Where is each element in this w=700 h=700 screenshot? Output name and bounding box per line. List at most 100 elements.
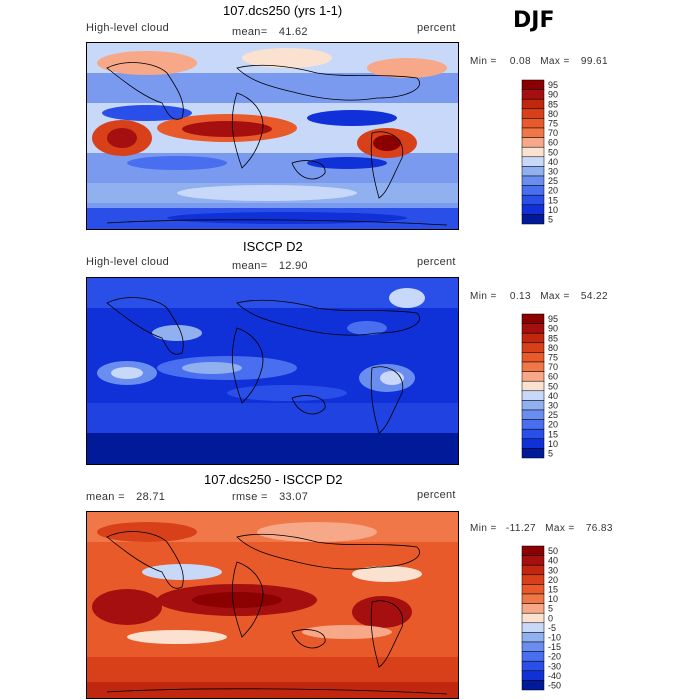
panel2-max-label: Max = [540, 291, 570, 302]
colorbar-swatch [521, 651, 545, 662]
colorbar-swatch [521, 419, 545, 430]
colorbar-swatch [521, 175, 545, 186]
panel2-mean-value: 12.90 [278, 260, 308, 272]
colorbar-tick-label: 90 [548, 90, 558, 100]
colorbar-tick-label: -50 [548, 681, 561, 691]
panel2-min-label: Min = [470, 291, 497, 302]
colorbar-tick-label: 10 [548, 205, 558, 215]
colorbar-tick-label: 70 [548, 362, 558, 372]
colorbar-tick-label: 50 [548, 381, 558, 391]
colorbar-swatch [521, 574, 545, 585]
colorbar-tick-label: 5 [548, 604, 553, 614]
colorbar-swatch [521, 612, 545, 624]
colorbar-tick-label: 15 [548, 195, 558, 205]
colorbar-swatch [521, 584, 545, 595]
colorbar-swatch [521, 127, 545, 138]
colorbar-swatch [521, 371, 545, 382]
colorbar-tick-label: -5 [548, 623, 556, 633]
colorbar-swatch [521, 156, 545, 167]
colorbar-tick-label: -30 [548, 661, 561, 671]
colorbar-swatch [521, 641, 545, 652]
colorbar-tick-label: 30 [548, 401, 558, 411]
panel1-max-label: Max = [540, 56, 570, 67]
panel3-mean-label: mean = [86, 491, 125, 503]
colorbar-swatch [521, 166, 545, 177]
panel2-mean-label: mean= [232, 260, 268, 272]
colorbar-swatch [521, 352, 545, 363]
colorbar-tick-label: 85 [548, 99, 558, 109]
panel3-max-label: Max = [545, 523, 575, 534]
colorbar-swatch [521, 670, 545, 681]
colorbar-tick-label: 20 [548, 186, 558, 196]
panel3-min-label: Min = [470, 523, 497, 534]
colorbar-swatch [521, 323, 545, 334]
panel3-minmax: Min = -11.27 Max = 76.83 [470, 523, 613, 534]
panel3-mean: mean = 28.71 [86, 491, 165, 503]
colorbar-tick-label: 30 [548, 167, 558, 177]
colorbar-swatch [521, 194, 545, 206]
panel1-mean: mean= 41.62 [232, 26, 308, 38]
colorbar-tick-label: 40 [548, 556, 558, 566]
panel2-min-value: 0.13 [509, 291, 531, 302]
colorbar-tick-label: 0 [548, 613, 553, 623]
panel1-mean-value: 41.62 [278, 26, 308, 38]
panel1-min-label: Min = [470, 56, 497, 67]
colorbar-swatch [521, 380, 545, 392]
colorbar-tick-label: 40 [548, 391, 558, 401]
colorbar-swatch [521, 204, 545, 215]
colorbar-swatch [521, 390, 545, 401]
colorbar-swatch [521, 400, 545, 411]
colorbar-tick-label: 30 [548, 565, 558, 575]
colorbar-swatch [521, 342, 545, 353]
colorbar-tick-label: 80 [548, 109, 558, 119]
colorbar-swatch [521, 214, 545, 225]
colorbar-tick-label: -15 [548, 642, 561, 652]
colorbar-swatch [521, 332, 545, 344]
colorbar-tick-label: 95 [548, 314, 558, 324]
colorbar-swatch [521, 438, 545, 449]
colorbar-swatch [521, 98, 545, 110]
panel1-max-value: 99.61 [580, 56, 608, 67]
colorbar-swatch [521, 660, 545, 672]
colorbar-tick-label: 75 [548, 353, 558, 363]
colorbar-tick-label: 70 [548, 128, 558, 138]
colorbar-tick-label: 5 [548, 215, 553, 225]
colorbar-tick-label: 90 [548, 324, 558, 334]
colorbar-swatch [521, 79, 545, 90]
colorbar-tick-label: 20 [548, 575, 558, 585]
panel1-mean-label: mean= [232, 26, 268, 38]
colorbar-tick-label: 20 [548, 420, 558, 430]
colorbar-swatch [521, 89, 545, 100]
panel2-minmax: Min = 0.13 Max = 54.22 [470, 291, 608, 302]
colorbar-tick-label: 50 [548, 147, 558, 157]
season-label: DJF [513, 8, 555, 33]
colorbar-swatch [521, 185, 545, 196]
colorbar-tick-label: 10 [548, 439, 558, 449]
panel2-variable-label: High-level cloud [86, 256, 170, 268]
colorbar-swatch [521, 632, 545, 643]
colorbar-swatch [521, 555, 545, 566]
colorbar-swatch [521, 361, 545, 372]
colorbar-tick-label: 60 [548, 138, 558, 148]
colorbar-swatch [521, 603, 545, 614]
colorbar-swatch [521, 137, 545, 148]
panel3-rmse: rmse = 33.07 [232, 491, 308, 503]
panel1-minmax: Min = 0.08 Max = 99.61 [470, 56, 608, 67]
panel3-units: percent [417, 489, 456, 501]
colorbar-tick-label: -10 [548, 633, 561, 643]
panel3-title: 107.dcs250 - ISCCP D2 [204, 472, 343, 487]
colorbar-swatch [521, 146, 545, 158]
colorbar-swatch [521, 118, 545, 129]
colorbar-tick-label: 80 [548, 343, 558, 353]
colorbar-tick-label: 40 [548, 157, 558, 167]
colorbar-tick-label: 75 [548, 119, 558, 129]
colorbar-tick-label: 85 [548, 333, 558, 343]
panel2-title: ISCCP D2 [243, 239, 303, 254]
panel3-mean-value: 28.71 [136, 491, 166, 503]
panel3-rmse-value: 33.07 [279, 491, 309, 503]
colorbar-swatch [521, 564, 545, 576]
colorbar-tick-label: 60 [548, 372, 558, 382]
panel2-max-value: 54.22 [580, 291, 608, 302]
